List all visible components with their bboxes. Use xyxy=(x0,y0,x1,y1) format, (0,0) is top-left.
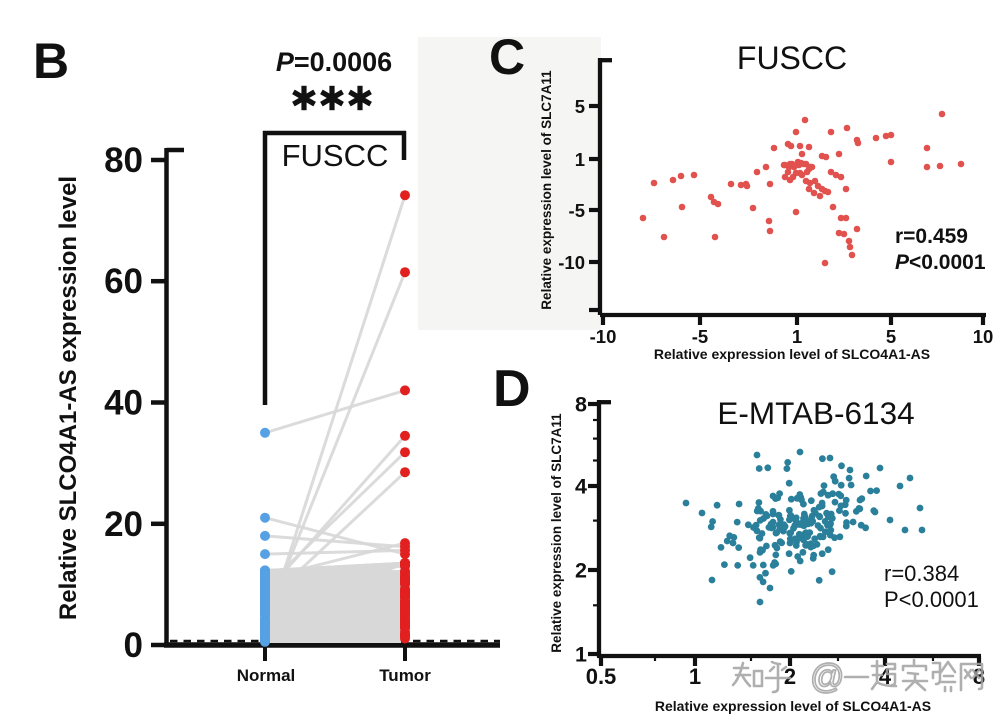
svg-text:1: 1 xyxy=(792,326,802,347)
svg-text:-5: -5 xyxy=(569,200,585,221)
svg-text:60: 60 xyxy=(104,262,143,301)
svg-text:1: 1 xyxy=(575,643,587,667)
svg-text:Relative expression level of S: Relative expression level of SLCO4A1-AS xyxy=(655,698,931,714)
svg-text:B: B xyxy=(33,33,69,89)
svg-text:E-MTAB-6134: E-MTAB-6134 xyxy=(717,395,914,431)
svg-text:D: D xyxy=(493,360,531,418)
svg-text:20: 20 xyxy=(104,505,143,544)
svg-text:80: 80 xyxy=(104,141,143,180)
svg-text:1: 1 xyxy=(689,664,701,689)
svg-text:5: 5 xyxy=(575,96,585,117)
svg-text:@: @ xyxy=(810,658,845,696)
svg-text:-5: -5 xyxy=(692,326,708,347)
svg-text:10: 10 xyxy=(973,326,994,347)
svg-text:-10: -10 xyxy=(558,252,585,273)
svg-text:0: 0 xyxy=(124,626,143,665)
svg-text:5: 5 xyxy=(886,326,896,347)
svg-text:1: 1 xyxy=(575,149,585,170)
svg-text:2: 2 xyxy=(784,664,796,689)
svg-text:Normal: Normal xyxy=(237,666,296,685)
svg-text:r=0.384: r=0.384 xyxy=(884,561,959,586)
svg-text:Relative expression level of S: Relative expression level of SLCO4A1-AS xyxy=(654,346,930,362)
svg-text:-10: -10 xyxy=(590,326,617,347)
svg-text:r=0.459: r=0.459 xyxy=(895,225,968,248)
svg-text:0.5: 0.5 xyxy=(586,664,617,689)
svg-text:P=0.0006: P=0.0006 xyxy=(276,47,392,77)
svg-text:4: 4 xyxy=(575,475,587,499)
svg-text:FUSCC: FUSCC xyxy=(282,138,389,173)
svg-text:Relative expression level of S: Relative expression level of SLC7A11 xyxy=(539,70,554,310)
svg-text:2: 2 xyxy=(575,559,587,583)
svg-text:C: C xyxy=(489,29,525,85)
svg-text:40: 40 xyxy=(104,384,143,423)
svg-text:Relative SLCO4A1-AS expression: Relative SLCO4A1-AS expression level xyxy=(55,176,82,620)
svg-text:FUSCC: FUSCC xyxy=(737,40,847,76)
svg-text:P<0.0001: P<0.0001 xyxy=(895,251,986,274)
svg-text:P<0.0001: P<0.0001 xyxy=(884,587,979,612)
svg-text:8: 8 xyxy=(575,393,587,417)
svg-text:Relative expression level of S: Relative expression level of SLC7A11 xyxy=(549,413,564,653)
svg-text:Tumor: Tumor xyxy=(379,666,431,685)
